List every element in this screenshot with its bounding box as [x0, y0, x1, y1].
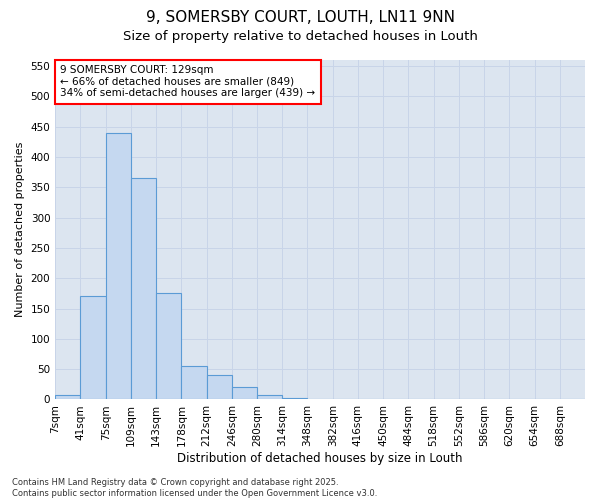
Bar: [80, 296, 106, 400]
Bar: [206, 375, 232, 400]
Bar: [55, 394, 80, 400]
Bar: [106, 132, 131, 400]
Bar: [257, 394, 282, 400]
Y-axis label: Number of detached properties: Number of detached properties: [15, 142, 25, 318]
Text: Contains HM Land Registry data © Crown copyright and database right 2025.
Contai: Contains HM Land Registry data © Crown c…: [12, 478, 377, 498]
Bar: [156, 294, 181, 400]
Bar: [282, 398, 307, 400]
Bar: [181, 366, 206, 400]
Text: 9, SOMERSBY COURT, LOUTH, LN11 9NN: 9, SOMERSBY COURT, LOUTH, LN11 9NN: [146, 10, 455, 25]
X-axis label: Distribution of detached houses by size in Louth: Distribution of detached houses by size …: [178, 452, 463, 465]
Bar: [232, 388, 257, 400]
Text: Size of property relative to detached houses in Louth: Size of property relative to detached ho…: [122, 30, 478, 43]
Text: 9 SOMERSBY COURT: 129sqm
← 66% of detached houses are smaller (849)
34% of semi-: 9 SOMERSBY COURT: 129sqm ← 66% of detach…: [61, 65, 316, 98]
Bar: [131, 178, 156, 400]
